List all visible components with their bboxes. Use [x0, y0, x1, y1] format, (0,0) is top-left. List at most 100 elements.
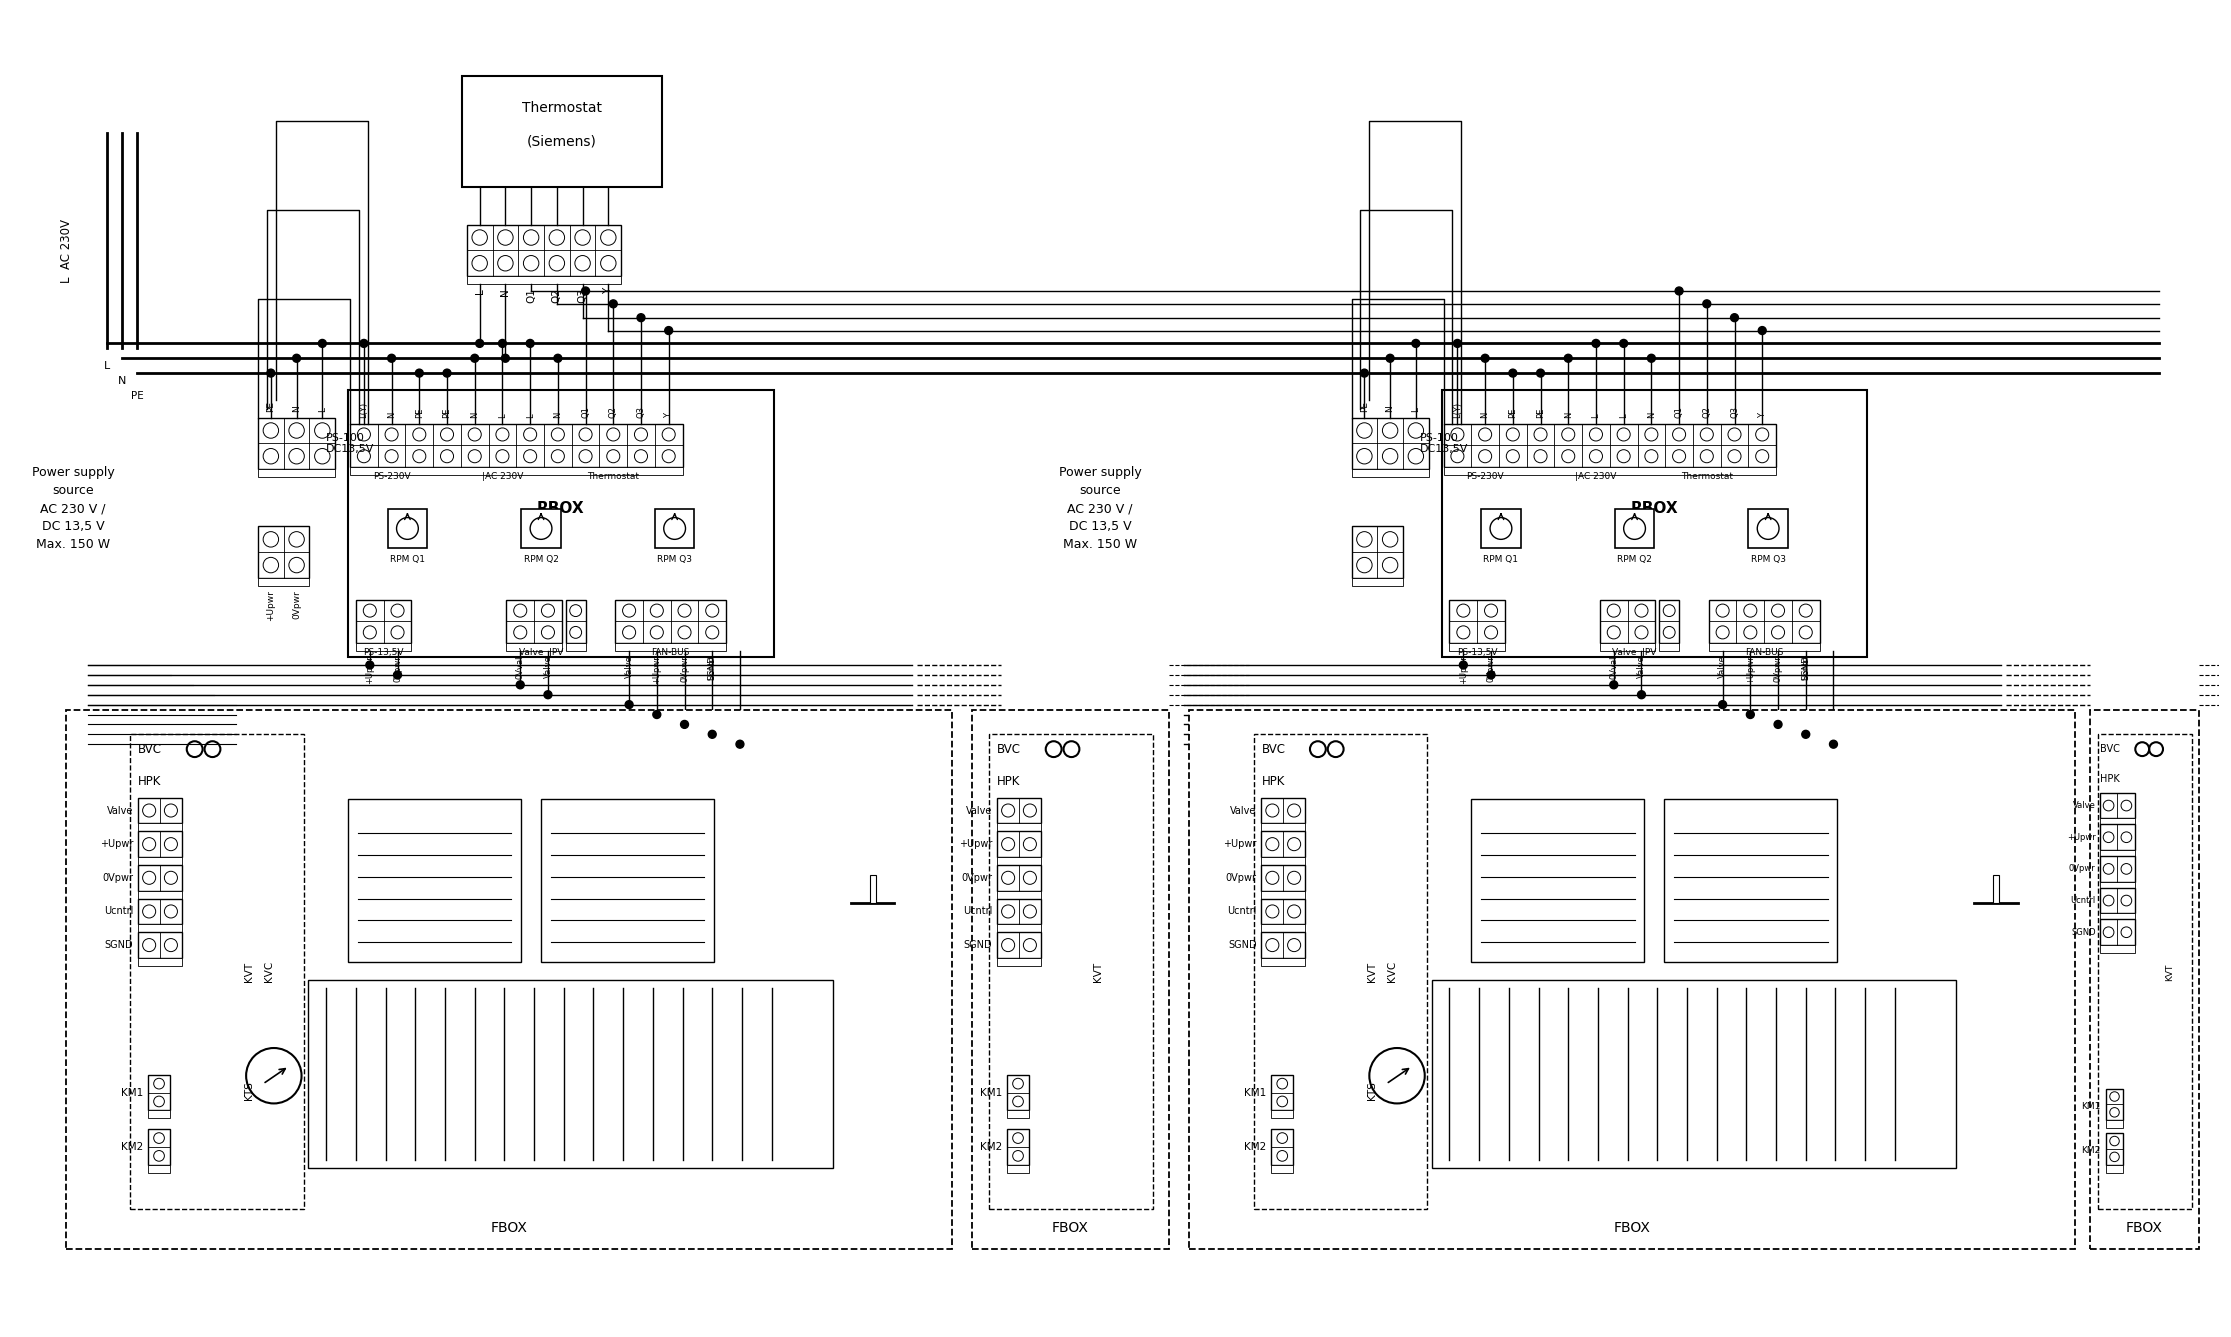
Text: PS-13,5V: PS-13,5V [364, 648, 404, 658]
Bar [542, 798, 714, 961]
Text: L: L [527, 413, 535, 417]
Text: N: N [292, 405, 301, 412]
Text: FBOX: FBOX [2126, 1221, 2162, 1235]
Bar [138, 898, 181, 924]
Text: 0Vval: 0Vval [1609, 655, 1617, 679]
Text: Valve: Valve [544, 655, 553, 678]
Circle shape [415, 369, 424, 377]
Text: Thermostat: Thermostat [587, 472, 640, 481]
Bar [1261, 959, 1305, 965]
Text: KM2: KM2 [1245, 1142, 1267, 1152]
Text: +Upwr: +Upwr [651, 655, 660, 685]
Circle shape [1564, 354, 1573, 362]
Bar [138, 924, 181, 932]
Text: RPM Q3: RPM Q3 [658, 555, 692, 564]
Circle shape [1731, 314, 1738, 322]
Text: Y: Y [1758, 413, 1767, 417]
Bar [348, 390, 774, 656]
Bar [2099, 850, 2135, 858]
Polygon shape [850, 881, 895, 902]
Circle shape [1774, 721, 1783, 729]
Circle shape [1638, 691, 1646, 699]
Bar [2090, 710, 2198, 1249]
Polygon shape [1974, 902, 2017, 924]
Text: |AC 230V: |AC 230V [482, 472, 522, 481]
Text: Valve: Valve [2073, 801, 2095, 810]
Circle shape [515, 681, 524, 689]
Circle shape [1452, 340, 1461, 348]
Bar [259, 578, 310, 586]
Text: L: L [498, 413, 506, 417]
Text: Ucntrl: Ucntrl [105, 906, 134, 916]
Text: 0Vval: 0Vval [515, 655, 524, 679]
Text: Valve: Valve [1718, 655, 1727, 678]
Circle shape [736, 741, 743, 749]
Text: Q3: Q3 [636, 405, 645, 417]
Bar [348, 798, 522, 961]
Text: Power supply
source
AC 230 V /
DC 13,5 V
Max. 150 W: Power supply source AC 230 V / DC 13,5 V… [31, 467, 114, 551]
Text: RBOX: RBOX [1631, 501, 1678, 516]
Circle shape [1702, 299, 1711, 308]
Circle shape [444, 369, 451, 377]
Polygon shape [1974, 881, 2017, 902]
Circle shape [1829, 741, 1838, 749]
Circle shape [1412, 340, 1419, 348]
Bar [1432, 980, 1957, 1167]
Text: L: L [317, 406, 326, 412]
Text: 0Vpwr: 0Vpwr [1486, 655, 1495, 682]
Text: KVT: KVT [243, 961, 254, 981]
Text: PS-13,5V: PS-13,5V [1457, 648, 1497, 658]
Bar [567, 643, 585, 651]
Circle shape [292, 354, 301, 362]
Text: +Upwr: +Upwr [2066, 833, 2095, 842]
Circle shape [1481, 354, 1488, 362]
Text: +Upwr: +Upwr [959, 840, 993, 849]
Bar [1481, 508, 1522, 548]
Bar [138, 798, 181, 824]
Bar [1006, 1075, 1028, 1110]
Text: Ucntrl: Ucntrl [707, 655, 716, 681]
Text: Ucntrl: Ucntrl [1227, 906, 1256, 916]
Bar [357, 643, 411, 651]
Bar [988, 734, 1153, 1210]
Text: SGND: SGND [1227, 940, 1256, 951]
Text: L: L [1620, 413, 1629, 417]
Bar [2099, 825, 2135, 850]
Circle shape [1675, 287, 1682, 295]
Bar [1272, 1130, 1294, 1165]
Circle shape [1537, 369, 1544, 377]
Circle shape [393, 671, 402, 679]
Circle shape [665, 326, 674, 334]
Circle shape [1459, 660, 1468, 668]
Text: FBOX: FBOX [491, 1221, 527, 1235]
Bar [1272, 1075, 1294, 1110]
Circle shape [1488, 671, 1495, 679]
Circle shape [527, 340, 533, 348]
Text: Ucntrl: Ucntrl [964, 906, 993, 916]
Text: KTS: KTS [1368, 1082, 1377, 1100]
Circle shape [502, 354, 509, 362]
Bar [506, 600, 562, 643]
Circle shape [498, 340, 506, 348]
Bar [1261, 857, 1305, 865]
Circle shape [366, 660, 375, 668]
Text: HPK: HPK [997, 775, 1020, 789]
Text: SGND: SGND [2070, 928, 2095, 937]
Text: Thermostat: Thermostat [522, 100, 602, 115]
Text: RPM Q2: RPM Q2 [524, 555, 558, 564]
Text: Valve: Valve [625, 655, 634, 678]
Bar [1660, 600, 1680, 643]
Text: BVC: BVC [138, 742, 163, 755]
Text: N: N [1385, 405, 1394, 412]
Bar [2099, 882, 2135, 889]
Text: L(Y): L(Y) [359, 401, 368, 417]
Bar [2106, 1088, 2124, 1120]
Bar [138, 824, 181, 832]
Bar [2097, 734, 2191, 1210]
Text: PE: PE [265, 401, 274, 412]
Text: N: N [1564, 412, 1573, 417]
Text: +Upwr: +Upwr [1459, 655, 1468, 685]
Bar [997, 865, 1042, 890]
Bar [1992, 874, 1999, 902]
Circle shape [1611, 681, 1617, 689]
